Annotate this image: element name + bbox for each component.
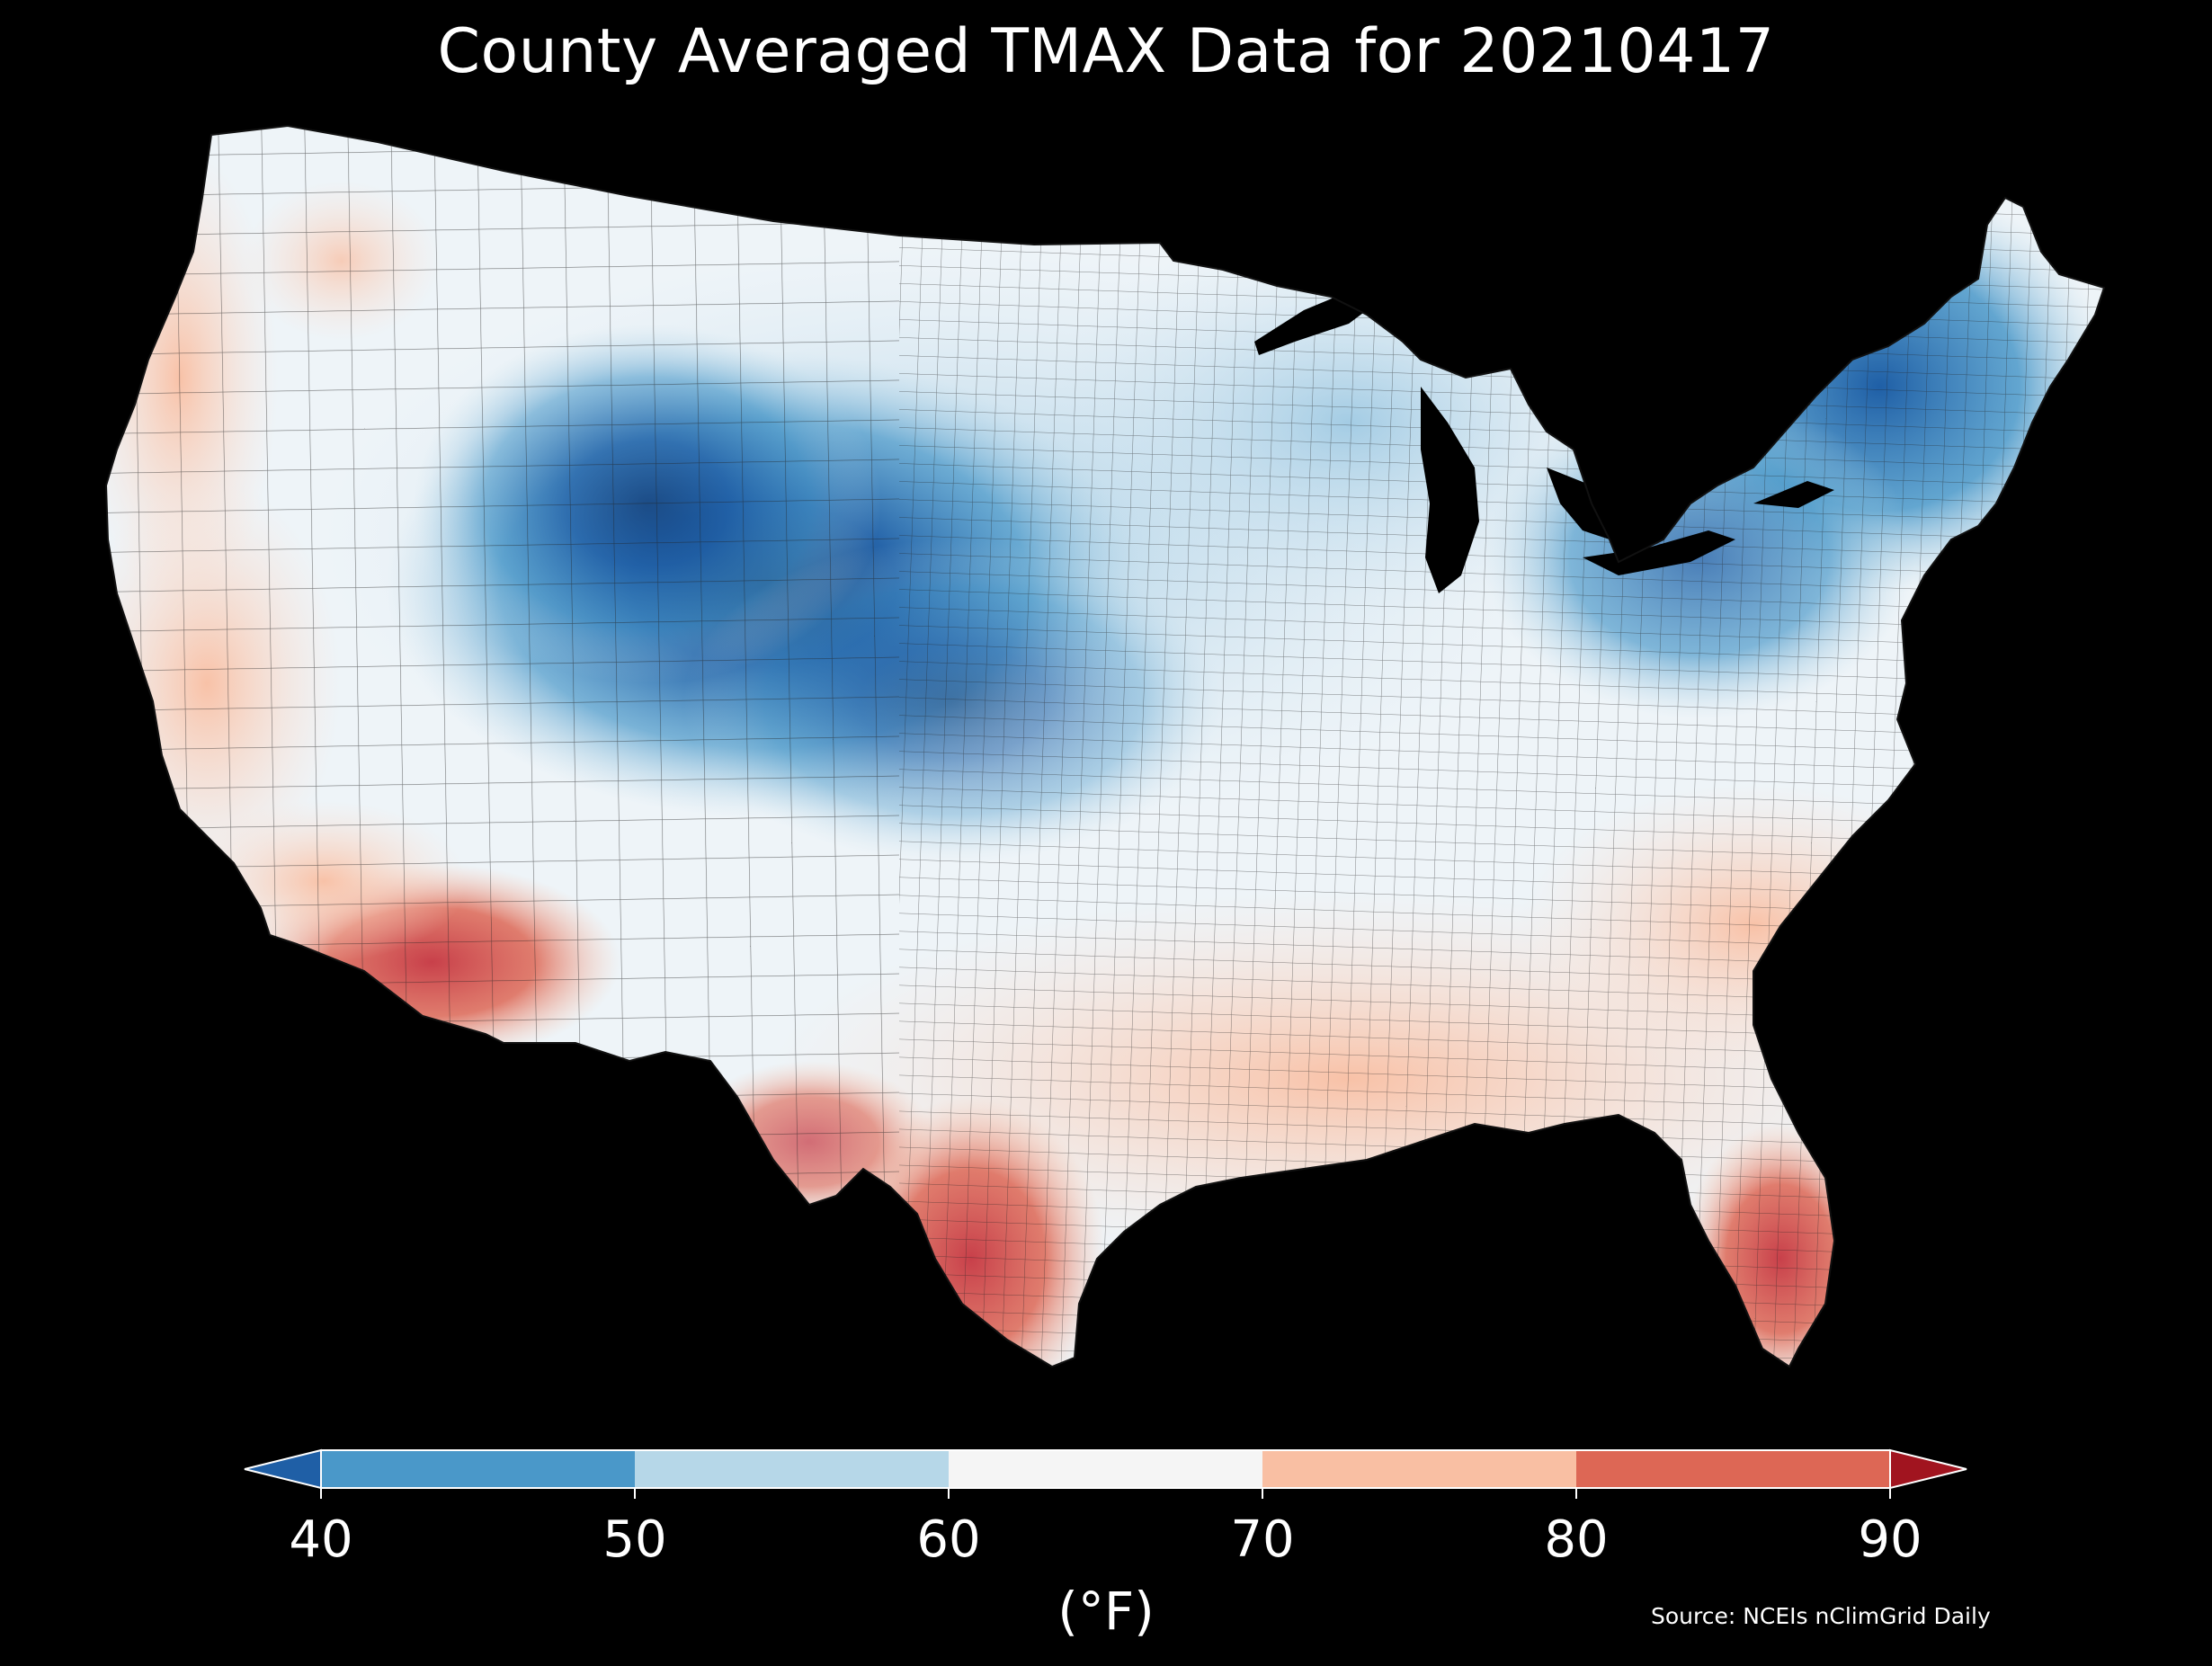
colorbar-tick-label-40: 40 [289,1510,353,1569]
colorbar-bin-2 [949,1450,1262,1488]
colorbar-tick-label-70: 70 [1230,1510,1295,1569]
colorbar-under-arrow [244,1448,322,1490]
colorbar-tick-label-80: 80 [1544,1510,1609,1569]
great-lakes [1254,288,1834,593]
colorbar-tick-label-50: 50 [602,1510,667,1569]
colorbar-bin-1 [635,1450,949,1488]
colorbar-outline [320,1449,1891,1489]
map-title: County Averaged TMAX Data for 20210417 [437,16,1775,87]
source-note: Source: NCEIs nClimGrid Daily [1651,1603,1991,1629]
colorbar-unit-label: (°F) [1057,1581,1155,1642]
colorbar-bin-3 [1262,1450,1576,1488]
colorbar-tick-label-90: 90 [1858,1510,1922,1569]
colorbar-bin-4 [1576,1450,1890,1488]
colorbar-over-arrow [1889,1448,1967,1490]
colorbar-tick-label-60: 60 [916,1510,981,1569]
colorbar-bin-0 [321,1450,635,1488]
